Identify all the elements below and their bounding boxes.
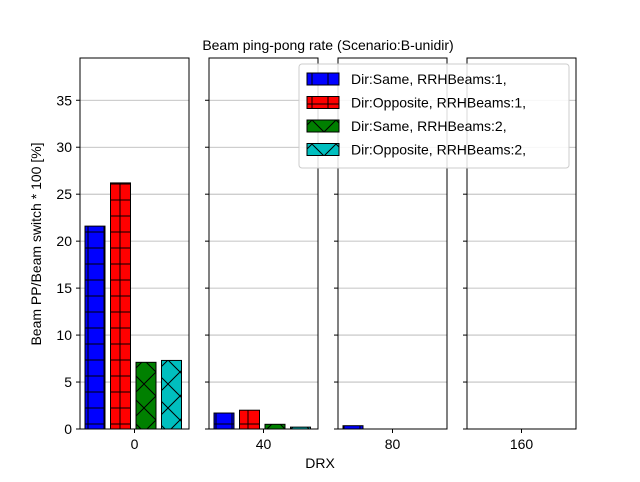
bar-hatch (264, 423, 286, 430)
y-tick-label: 20 (56, 233, 72, 249)
legend-item: Dir:Opposite, RRHBeams:2, (306, 142, 526, 158)
panel-0: 0 5 10 15 20 25 30 35 0 (56, 57, 190, 452)
bar-hatch (161, 359, 182, 430)
legend-label: Dir:Opposite, RRHBeams:1, (351, 95, 526, 111)
legend-label: Dir:Same, RRHBeams:2, (351, 118, 507, 134)
legend-label: Dir:Opposite, RRHBeams:2, (351, 142, 526, 158)
panel-160: 160 (463, 57, 577, 452)
legend-item: Dir:Same, RRHBeams:2, (306, 118, 507, 134)
legend-swatch-hatch (306, 143, 340, 156)
legend-label: Dir:Same, RRHBeams:1, (351, 71, 507, 87)
bar-hatch (110, 182, 131, 430)
y-tick-label: 35 (56, 92, 72, 108)
panel-40: 40 (205, 57, 319, 452)
y-tick-label: 30 (56, 139, 72, 155)
y-tick-label: 5 (64, 374, 72, 390)
panels: 0 5 10 15 20 25 30 35 0 40 80 160 (56, 57, 577, 452)
y-axis-label: Beam PP/Beam switch * 100 [%] (28, 142, 44, 345)
legend-swatch-hatch (306, 72, 340, 86)
y-tick-label: 0 (64, 421, 72, 437)
x-tick-label: 160 (510, 436, 534, 452)
bar-hatch (239, 409, 260, 430)
legend: Dir:Same, RRHBeams:1, Dir:Opposite, RRHBe… (298, 63, 570, 169)
y-tick-label: 10 (56, 327, 72, 343)
legend-swatch-hatch (306, 96, 340, 109)
x-axis-label: DRX (305, 455, 335, 471)
legend-item: Dir:Opposite, RRHBeams:1, (306, 95, 526, 111)
legend-frame (298, 63, 570, 169)
y-tick-label: 25 (56, 186, 72, 202)
x-tick-label: 0 (131, 436, 139, 452)
bar-hatch (84, 225, 106, 430)
x-tick-label: 80 (385, 436, 401, 452)
legend-item: Dir:Same, RRHBeams:1, (306, 71, 507, 87)
y-tick-label: 15 (56, 280, 72, 296)
bar-hatch (135, 361, 157, 430)
bar-hatch (213, 412, 235, 430)
chart-title: Beam ping-pong rate (Scenario:B-unidir) (202, 37, 453, 53)
legend-swatch-hatch (306, 119, 340, 133)
x-tick-label: 40 (256, 436, 272, 452)
panel-80: 80 (334, 57, 448, 452)
